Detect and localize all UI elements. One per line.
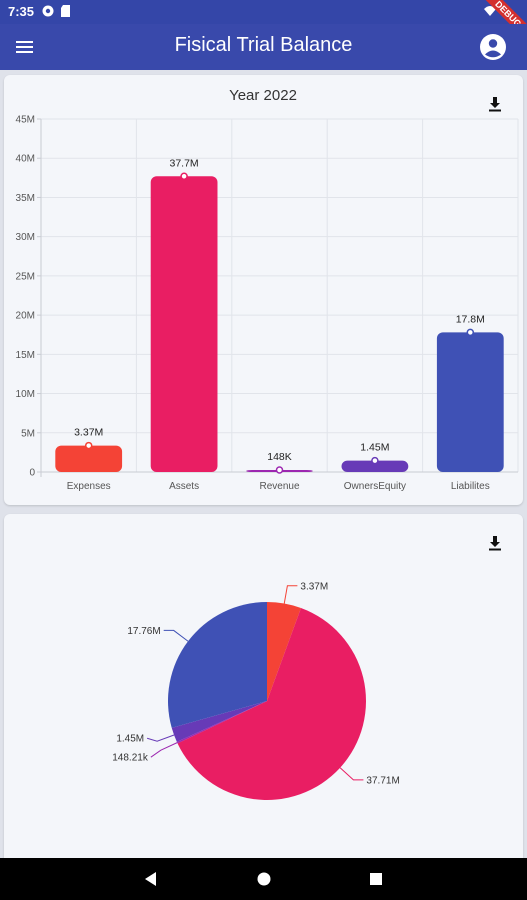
y-tick-label: 45M	[16, 115, 35, 126]
bar-data-label: 148K	[267, 451, 292, 463]
y-tick-label: 30M	[16, 232, 35, 243]
pie-slice-3	[171, 701, 267, 742]
x-tick-label: OwnersEquity	[344, 481, 406, 492]
bar-data-label: 3.37M	[74, 427, 103, 439]
bar-marker	[371, 456, 379, 465]
pie-leader-line	[283, 585, 298, 604]
bar-marker	[84, 441, 93, 450]
y-tick-label: 0	[29, 468, 35, 479]
pie-slice-1	[177, 608, 367, 800]
pie-leader-line	[146, 734, 175, 742]
y-tick-label: 5M	[21, 428, 35, 439]
sd-card-icon	[61, 5, 70, 17]
bar-data-label: 17.8M	[456, 313, 485, 325]
download-icon[interactable]	[486, 95, 504, 113]
y-tick-label: 15M	[16, 350, 35, 361]
bar-marker	[275, 466, 284, 474]
x-tick-label: Expenses	[67, 481, 111, 492]
pie-leader-line	[163, 629, 189, 642]
pie-slice-0	[267, 602, 301, 701]
recents-icon[interactable]	[366, 869, 386, 889]
y-tick-label: 25M	[16, 271, 35, 282]
wifi-icon	[484, 6, 496, 16]
x-tick-label: Assets	[169, 481, 199, 492]
app-title: Fisical Trial Balance	[174, 34, 353, 56]
navigation-bar	[0, 858, 527, 900]
y-tick-label: 40M	[16, 154, 35, 165]
chart-title: Year 2022	[229, 87, 297, 104]
pie-leader-line	[150, 742, 178, 758]
bar-marker	[466, 328, 475, 337]
bar-1	[150, 176, 218, 472]
x-tick-label: Revenue	[259, 481, 299, 492]
status-bar: 7:35 DEBUG	[0, 0, 527, 46]
menu-icon[interactable]	[12, 36, 38, 58]
pie-data-label: 37.71M	[366, 775, 399, 786]
account-circle-icon[interactable]	[479, 33, 507, 61]
pie-slice-2	[176, 701, 267, 744]
pie-chart: 3.37M 37.71M 148.21k 1.45M 17.76M	[112, 581, 400, 800]
notification-icon	[42, 5, 54, 17]
home-icon[interactable]	[254, 869, 274, 889]
app-bar: Fisical Trial Balance	[0, 24, 527, 70]
bar-data-label: 37.7M	[170, 157, 199, 169]
y-tick-label: 35M	[16, 193, 35, 204]
bar-3	[341, 460, 409, 472]
pie-data-label: 1.45M	[116, 734, 144, 745]
bar-0	[55, 445, 123, 472]
pie-chart-card: 3.37M 37.71M 148.21k 1.45M 17.76M	[4, 514, 523, 860]
pie-data-label: 3.37M	[300, 581, 328, 592]
bar-marker	[180, 172, 188, 181]
pie-leader-line	[339, 767, 364, 781]
bar-chart: Year 2022 0 5M 10M 15M 20M 25M 30M 35M 40M 45M 3.37…	[16, 87, 519, 492]
x-tick-label: Liabilites	[451, 481, 490, 492]
bar-data-label: 1.45M	[360, 442, 389, 454]
status-time: 7:35	[8, 4, 35, 19]
bar-chart-card: Year 2022 0 5M 10M 15M 20M 25M 30M 35M 40M 45M 3.37…	[4, 75, 523, 505]
y-tick-label: 20M	[16, 311, 35, 322]
back-icon[interactable]	[141, 869, 161, 889]
pie-slice-4	[168, 602, 267, 728]
y-tick-label: 10M	[16, 389, 35, 400]
download-icon[interactable]	[486, 534, 504, 552]
pie-data-label: 148.21k	[112, 753, 149, 764]
pie-data-label: 17.76M	[127, 626, 160, 637]
bar-4	[436, 332, 504, 472]
